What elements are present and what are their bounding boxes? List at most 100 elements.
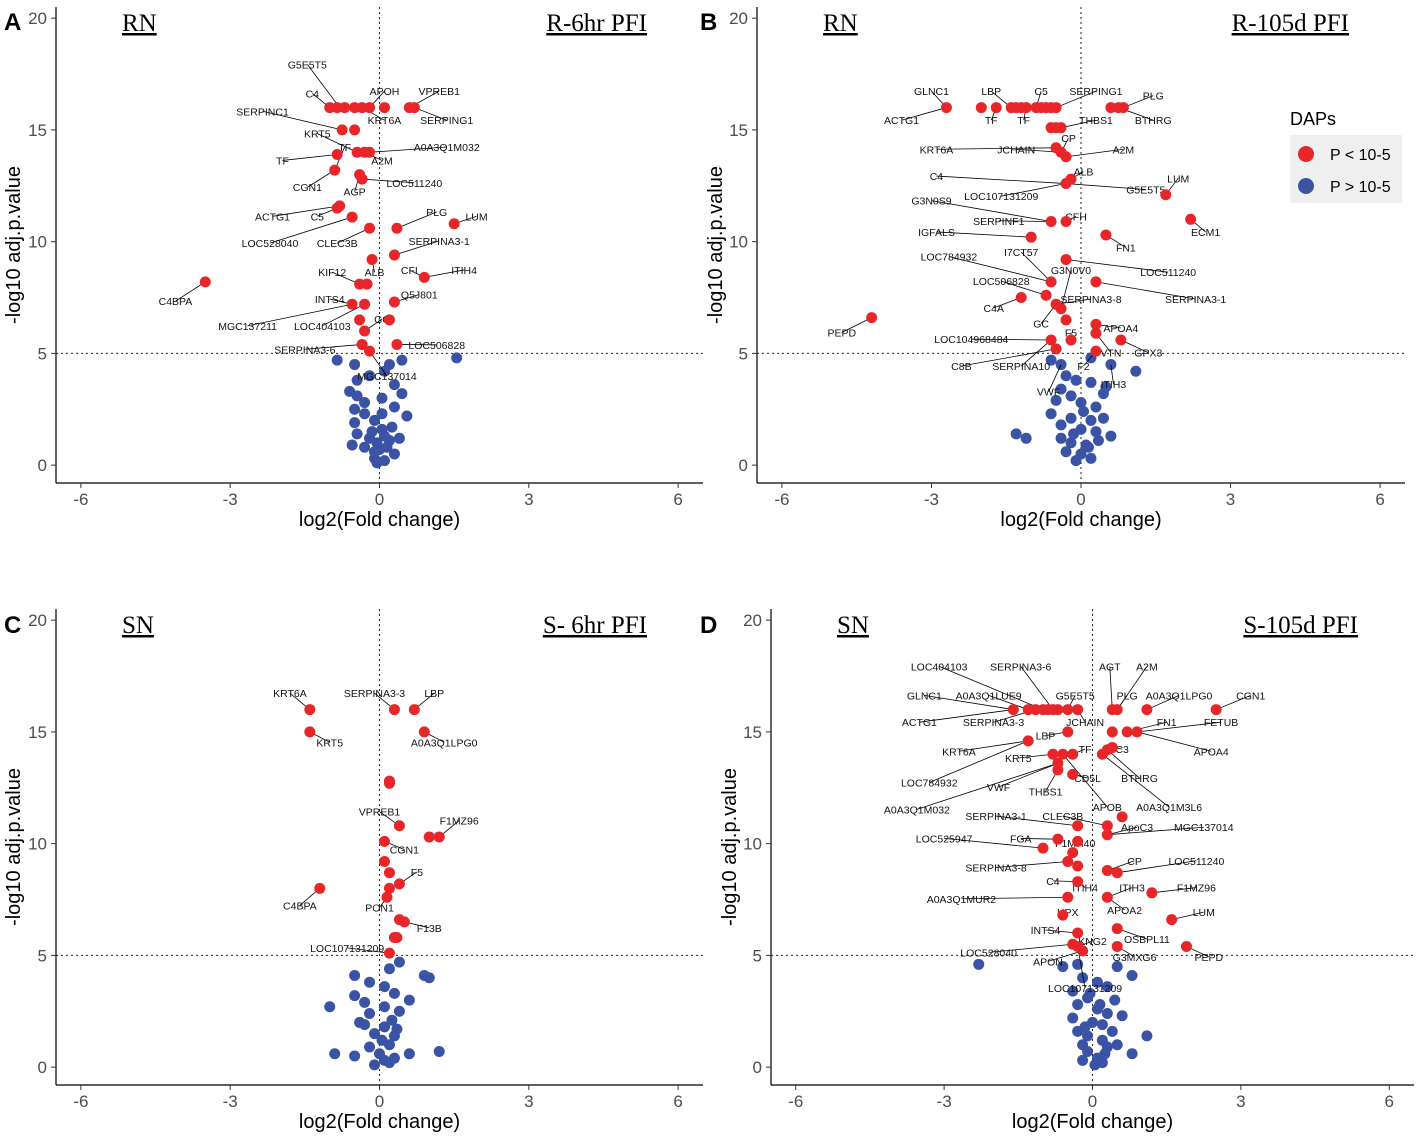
- significant-point: [359, 298, 371, 310]
- significant-point: [1022, 735, 1034, 747]
- significant-point: [1115, 334, 1127, 346]
- nonsignificant-point: [383, 1057, 395, 1069]
- gene-label: LOC404103: [294, 321, 351, 333]
- label-leader-line: [1117, 860, 1197, 874]
- label-leader-line: [944, 838, 1044, 849]
- nonsignificant-points: [973, 958, 1153, 1071]
- gene-label: CGN1: [1236, 690, 1265, 702]
- y-tick-label: 5: [38, 946, 47, 965]
- significant-point: [349, 124, 361, 136]
- significant-point: [1116, 811, 1128, 823]
- label-leader-line: [1048, 364, 1062, 392]
- significant-point: [1106, 726, 1118, 738]
- significant-point: [1072, 876, 1084, 888]
- label-leader-line: [1110, 364, 1114, 384]
- significant-point: [433, 831, 445, 843]
- significant-point: [354, 314, 366, 326]
- significant-point: [1100, 229, 1112, 241]
- x-tick-label: 3: [524, 1092, 533, 1111]
- label-leader-line: [272, 205, 340, 217]
- significant-point: [383, 882, 395, 894]
- significant-point: [408, 704, 420, 716]
- gene-label: SERPINA3-6: [990, 661, 1051, 673]
- significant-point: [331, 202, 343, 214]
- nonsignificant-point: [383, 963, 395, 975]
- gene-label: LOC511240: [1140, 267, 1196, 279]
- gene-label: AGT: [1099, 661, 1121, 673]
- nonsignificant-points: [1010, 352, 1142, 467]
- significant-point: [1055, 303, 1067, 315]
- x-tick-label: -3: [223, 490, 238, 509]
- gene-label: LOC506828: [408, 340, 465, 352]
- nonsignificant-point: [329, 1048, 341, 1060]
- significant-point: [388, 249, 400, 261]
- significant-point: [1090, 318, 1102, 330]
- y-axis-title: -log10 adj.p.value: [719, 768, 741, 926]
- label-leader-line: [1018, 753, 1053, 759]
- significant-point: [339, 102, 351, 114]
- y-tick-label: 0: [753, 1058, 762, 1077]
- gene-label: C5: [1034, 86, 1048, 98]
- y-tick-label: 15: [28, 121, 47, 140]
- nonsignificant-point: [371, 437, 383, 449]
- significant-point: [1072, 820, 1084, 832]
- nonsignificant-point: [1105, 430, 1117, 442]
- significant-point: [940, 102, 952, 114]
- x-axis-title: log2(Fold change): [1012, 1111, 1173, 1133]
- label-leader-line: [971, 338, 1052, 341]
- significant-point: [388, 296, 400, 308]
- gene-label: KRT5: [1005, 753, 1032, 765]
- significant-point: [336, 124, 348, 136]
- gene-label: CGN1: [293, 182, 322, 194]
- label-leader-line: [919, 709, 1014, 723]
- gene-label: A0A3Q1MUR2: [927, 894, 997, 906]
- gene-label: LUM: [465, 211, 487, 223]
- significant-point: [1057, 748, 1069, 760]
- nonsignificant-point: [349, 1050, 361, 1062]
- significant-point: [1007, 704, 1019, 716]
- significant-point: [1065, 334, 1077, 346]
- gene-label: CP: [1061, 133, 1076, 145]
- gene-label: KRT6A: [368, 115, 402, 127]
- nonsignificant-point: [1089, 1059, 1101, 1071]
- nonsignificant-point: [1116, 1010, 1128, 1022]
- gene-label: SERPING1: [420, 115, 473, 127]
- nonsignificant-point: [331, 354, 343, 366]
- significant-point: [1090, 327, 1102, 339]
- y-tick-label: 10: [28, 835, 47, 854]
- significant-point: [383, 867, 395, 879]
- significant-point: [1141, 704, 1153, 716]
- panel-letter: D: [700, 612, 717, 639]
- nonsignificant-point: [369, 414, 381, 426]
- y-axis-title: -log10 adj.p.value: [3, 166, 25, 324]
- nonsignificant-point: [393, 432, 405, 444]
- gene-label: JCHAIN: [997, 144, 1035, 156]
- nonsignificant-point: [346, 439, 358, 451]
- gene-label: SERPINA3-1: [409, 236, 470, 248]
- panel-title-right: S-105d PFI: [1243, 612, 1358, 639]
- nonsignificant-point: [451, 352, 463, 364]
- significant-point: [866, 312, 878, 324]
- gene-label: VWF: [1037, 387, 1060, 399]
- significant-point: [366, 254, 378, 266]
- gene-label: F13B: [417, 923, 442, 935]
- gene-label: INTS4: [1031, 925, 1061, 937]
- gene-label: CGN1: [390, 845, 419, 857]
- nonsignificant-point: [1126, 1048, 1138, 1060]
- gene-label: LOC784932: [901, 778, 958, 790]
- label-leader-line: [996, 861, 1068, 868]
- label-leader-line: [924, 694, 1014, 710]
- nonsignificant-point: [351, 374, 363, 386]
- significant-point: [1121, 726, 1133, 738]
- label-leader-line: [1065, 148, 1124, 158]
- x-tick-label: -6: [73, 1092, 88, 1111]
- gene-label: FETUB: [1204, 717, 1238, 729]
- gene-label: LOC528040: [960, 947, 1017, 959]
- nonsignificant-point: [1099, 1048, 1111, 1060]
- significant-point: [1040, 289, 1052, 301]
- significant-point: [1055, 122, 1067, 134]
- y-tick-label: 0: [38, 456, 47, 475]
- nonsignificant-point: [1091, 976, 1103, 988]
- nonsignificant-point: [1060, 370, 1072, 382]
